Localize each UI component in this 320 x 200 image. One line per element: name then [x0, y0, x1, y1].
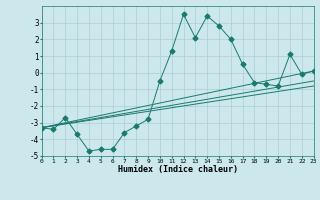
X-axis label: Humidex (Indice chaleur): Humidex (Indice chaleur) [118, 165, 237, 174]
